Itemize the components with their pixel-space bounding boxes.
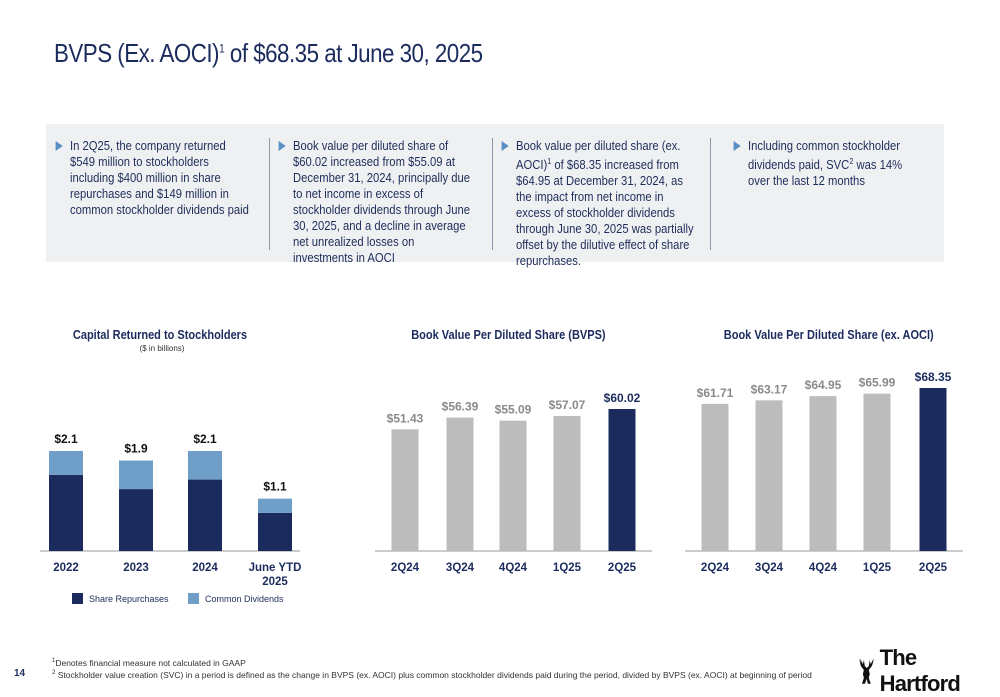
summary-panel: In 2Q25, the company returned $549 milli… xyxy=(46,124,944,268)
x-tick-label: 2022 xyxy=(53,562,79,574)
divider xyxy=(710,138,711,250)
bar-share-repurchases xyxy=(258,512,292,551)
bar-value-label: $51.43 xyxy=(387,411,424,425)
bar-common-dividends xyxy=(258,498,292,513)
x-tick-label: 4Q24 xyxy=(499,562,528,574)
x-tick-label: 2025 xyxy=(262,576,288,588)
x-tick-label: 2Q24 xyxy=(391,562,420,574)
legend-swatch xyxy=(72,593,83,604)
bar xyxy=(701,403,729,551)
legend-swatch xyxy=(188,593,199,604)
bar-value-label: $64.95 xyxy=(805,378,842,392)
bar-total-label: $1.1 xyxy=(263,480,287,494)
divider xyxy=(269,138,270,250)
bar-value-label: $61.71 xyxy=(697,386,734,400)
footnote-2: 2 Stockholder value creation (SVC) in a … xyxy=(52,670,812,680)
bar-share-repurchases xyxy=(119,489,153,551)
divider xyxy=(492,138,493,250)
bar xyxy=(553,415,581,551)
x-tick-label: 4Q24 xyxy=(809,562,838,574)
bar-share-repurchases xyxy=(49,474,83,551)
bar xyxy=(809,396,837,551)
bullet-bvps-ex-aoci: Book value per diluted share (ex. AOCI)1… xyxy=(501,138,700,269)
bullet-bvps: Book value per diluted share of $60.02 i… xyxy=(278,138,477,266)
bullet-arrow-icon xyxy=(501,141,509,151)
x-tick-label: 2024 xyxy=(192,562,218,574)
chart-subtitle-capital-returned: ($ in billions) xyxy=(139,344,185,353)
page-title: BVPS (Ex. AOCI)1 of $68.35 at June 30, 2… xyxy=(54,38,483,68)
x-tick-label: 1Q25 xyxy=(553,562,582,574)
bar-value-label: $63.17 xyxy=(751,382,788,396)
bar-value-label: $56.39 xyxy=(442,400,479,414)
bullet-arrow-icon xyxy=(278,141,286,151)
hartford-logo: The Hartford xyxy=(856,645,1000,697)
legend-label: Share Repurchases xyxy=(89,593,169,604)
bullet-arrow-icon xyxy=(733,141,741,151)
bar-common-dividends xyxy=(119,460,153,490)
bullet-svc: Including common stockholder dividends p… xyxy=(733,138,910,189)
page-number: 14 xyxy=(14,668,26,679)
bar-common-dividends xyxy=(188,451,222,480)
legend-common-dividends: Common Dividends xyxy=(188,593,284,604)
bar-total-label: $2.1 xyxy=(54,432,78,446)
bar xyxy=(391,429,419,551)
bar-value-label: $60.02 xyxy=(604,391,641,405)
chart-title-capital-returned: Capital Returned to Stockholders xyxy=(72,328,248,342)
bar-value-label: $65.99 xyxy=(859,376,896,390)
bar-value-label: $68.35 xyxy=(915,370,952,384)
x-tick-label: 2Q24 xyxy=(701,562,730,574)
bar-share-repurchases xyxy=(188,479,222,551)
bar xyxy=(919,388,947,551)
bar xyxy=(755,400,783,551)
legend-share-repurchases: Share Repurchases xyxy=(72,593,169,604)
bar-total-label: $2.1 xyxy=(193,432,217,446)
bullet-arrow-icon xyxy=(55,141,63,151)
bar xyxy=(499,420,527,551)
bullet-capital-returned: In 2Q25, the company returned $549 milli… xyxy=(55,138,250,218)
x-tick-label: 3Q24 xyxy=(446,562,475,574)
chart-title-bvps: Book Value Per Diluted Share (BVPS) xyxy=(411,328,606,342)
bar-value-label: $55.09 xyxy=(495,403,532,417)
x-tick-label: 2Q25 xyxy=(919,562,948,574)
x-tick-label: 2Q25 xyxy=(608,562,637,574)
x-tick-label: 2023 xyxy=(123,562,149,574)
stag-icon xyxy=(858,658,875,684)
x-tick-label: 3Q24 xyxy=(755,562,784,574)
x-tick-label: June YTD xyxy=(249,562,302,574)
footnote-1: 1Denotes financial measure not calculate… xyxy=(52,658,246,668)
bar xyxy=(446,417,474,551)
x-tick-label: 1Q25 xyxy=(863,562,892,574)
bar xyxy=(863,393,891,551)
bar-value-label: $57.07 xyxy=(549,398,586,412)
legend-label: Common Dividends xyxy=(205,593,284,604)
bar-common-dividends xyxy=(49,451,83,475)
chart-title-bvps-ex-aoci: Book Value Per Diluted Share (ex. AOCI) xyxy=(723,328,934,342)
bar-total-label: $1.9 xyxy=(124,442,148,456)
bar xyxy=(608,409,636,551)
